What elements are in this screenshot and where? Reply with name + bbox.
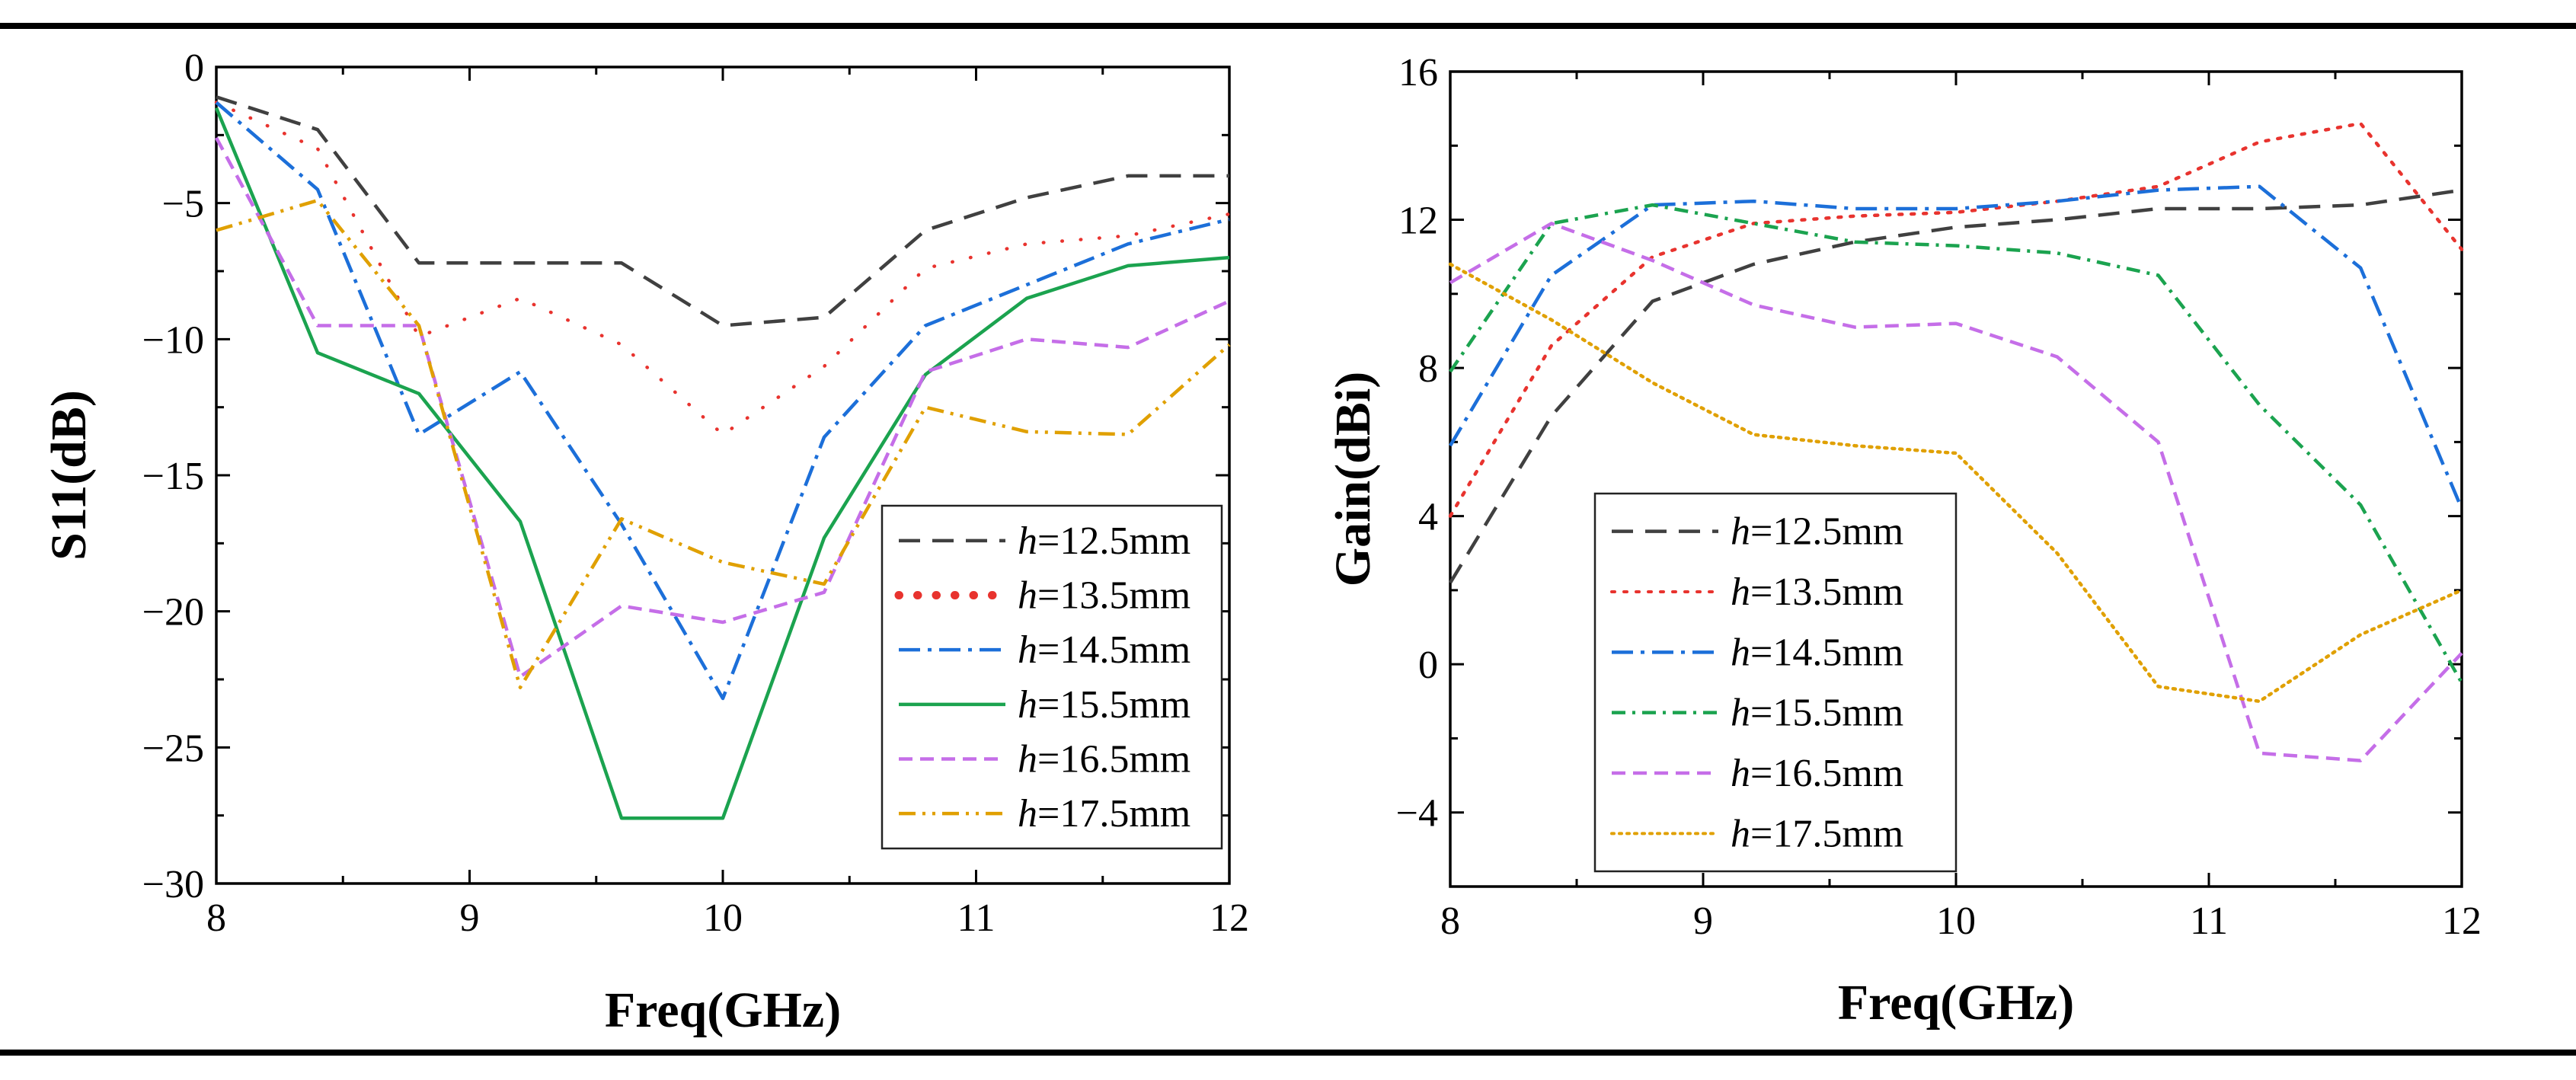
gain-y-axis-label: Gain(dBi) bbox=[1325, 372, 1381, 586]
s11-legend: h=12.5mmh=13.5mmh=14.5mmh=15.5mmh=16.5mm… bbox=[881, 504, 1223, 850]
legend-var: h bbox=[1018, 792, 1037, 836]
legend-value: =14.5mm bbox=[1037, 628, 1191, 672]
legend-value: =15.5mm bbox=[1750, 692, 1903, 735]
legend-var: h bbox=[1018, 574, 1037, 618]
s11-series-line bbox=[215, 136, 1230, 679]
y-tick-label: 4 bbox=[1418, 496, 1438, 539]
y-tick-label: −4 bbox=[1396, 792, 1438, 836]
legend-value: =12.5mm bbox=[1750, 510, 1903, 554]
y-tick-label: 0 bbox=[1418, 644, 1438, 687]
x-tick-label: 11 bbox=[2190, 899, 2228, 943]
legend-value: =16.5mm bbox=[1750, 752, 1903, 795]
s11-chart: 8 9 10 11 12 0 −5 −10 −15 −20 −25 −30 Freq(GHz) S11… bbox=[41, 46, 1249, 1038]
s11-series-line bbox=[216, 198, 1231, 689]
legend-var: h bbox=[1018, 738, 1037, 781]
y-tick-label: −15 bbox=[142, 455, 204, 498]
gain-x-axis-label: Freq(GHz) bbox=[1838, 975, 2074, 1030]
legend-value: =12.5mm bbox=[1037, 519, 1191, 563]
legend-var: h bbox=[1018, 519, 1037, 563]
gain-legend: h=12.5mmh=13.5mmh=14.5mmh=15.5mmh=16.5mm… bbox=[1593, 492, 1958, 873]
s11-series-line bbox=[215, 101, 1230, 701]
gain-series-line bbox=[1449, 222, 2463, 762]
x-tick-label: 10 bbox=[1936, 899, 1976, 943]
x-tick-label: 9 bbox=[1693, 899, 1713, 943]
legend-entry: h=17.5mm bbox=[1731, 812, 1903, 855]
legend-value: =13.5mm bbox=[1037, 574, 1191, 618]
legend-box bbox=[881, 504, 1223, 850]
legend-entry: h=16.5mm bbox=[1731, 752, 1903, 795]
y-tick-label: −10 bbox=[142, 318, 204, 362]
s11-axis-ticks: 8 9 10 11 12 0 −5 −10 −15 −20 −25 −30 bbox=[142, 46, 1249, 940]
s11-series-line bbox=[214, 107, 1230, 820]
legend-entry: h=13.5mm bbox=[1018, 574, 1191, 618]
legend-value: =17.5mm bbox=[1750, 812, 1903, 855]
y-tick-label: −25 bbox=[142, 727, 204, 770]
y-tick-label: −20 bbox=[142, 591, 204, 634]
legend-var: h bbox=[1731, 812, 1750, 855]
gain-series-line bbox=[1448, 262, 2464, 704]
x-tick-label: 9 bbox=[460, 896, 480, 940]
s11-y-axis-label: S11(dB) bbox=[41, 390, 97, 561]
legend-entry: h=15.5mm bbox=[1018, 683, 1191, 727]
legend-box bbox=[1593, 492, 1958, 873]
y-tick-label: 0 bbox=[184, 46, 204, 90]
gain-series-group bbox=[1448, 121, 2464, 762]
gain-series-line bbox=[1449, 184, 2464, 510]
legend-value: =17.5mm bbox=[1037, 792, 1191, 836]
legend-entry: h=14.5mm bbox=[1018, 628, 1191, 672]
gain-axis-ticks: 8 9 10 11 12 16 12 8 4 0 −4 bbox=[1396, 51, 2482, 943]
legend-value: =14.5mm bbox=[1750, 631, 1903, 674]
y-tick-label: −30 bbox=[142, 863, 204, 906]
s11-series-line bbox=[216, 95, 1229, 328]
x-tick-label: 11 bbox=[957, 896, 995, 940]
legend-var: h bbox=[1731, 570, 1750, 614]
y-tick-label: 12 bbox=[1398, 200, 1438, 243]
legend-entry: h=13.5mm bbox=[1731, 570, 1903, 614]
legend-var: h bbox=[1731, 510, 1750, 554]
y-tick-label: −5 bbox=[162, 183, 204, 226]
legend-entry: h=14.5mm bbox=[1731, 631, 1903, 674]
gain-series-line bbox=[1449, 203, 2463, 684]
s11-x-axis-label: Freq(GHz) bbox=[605, 983, 841, 1038]
x-tick-label: 12 bbox=[2442, 899, 2482, 943]
legend-value: =15.5mm bbox=[1037, 683, 1191, 727]
legend-entry: h=15.5mm bbox=[1731, 692, 1903, 735]
legend-entry: h=17.5mm bbox=[1018, 792, 1191, 836]
legend-entry: h=12.5mm bbox=[1018, 519, 1191, 563]
y-tick-label: 8 bbox=[1418, 347, 1438, 391]
s11-series-line bbox=[214, 101, 1232, 436]
gain-series-line bbox=[1448, 121, 2464, 518]
legend-var: h bbox=[1018, 683, 1037, 727]
x-tick-label: 10 bbox=[703, 896, 743, 940]
legend-var: h bbox=[1018, 628, 1037, 672]
x-tick-label: 12 bbox=[1210, 896, 1249, 940]
legend-entry: h=16.5mm bbox=[1018, 738, 1191, 781]
legend-value: =16.5mm bbox=[1037, 738, 1191, 781]
legend-var: h bbox=[1731, 631, 1750, 674]
legend-var: h bbox=[1731, 692, 1750, 735]
legend-value: =13.5mm bbox=[1750, 570, 1903, 614]
legend-entry: h=12.5mm bbox=[1731, 510, 1903, 554]
x-tick-label: 8 bbox=[1440, 899, 1460, 943]
legend-var: h bbox=[1731, 752, 1750, 795]
s11-series-group bbox=[214, 95, 1232, 820]
x-tick-label: 8 bbox=[206, 896, 226, 940]
y-tick-label: 16 bbox=[1398, 51, 1438, 94]
